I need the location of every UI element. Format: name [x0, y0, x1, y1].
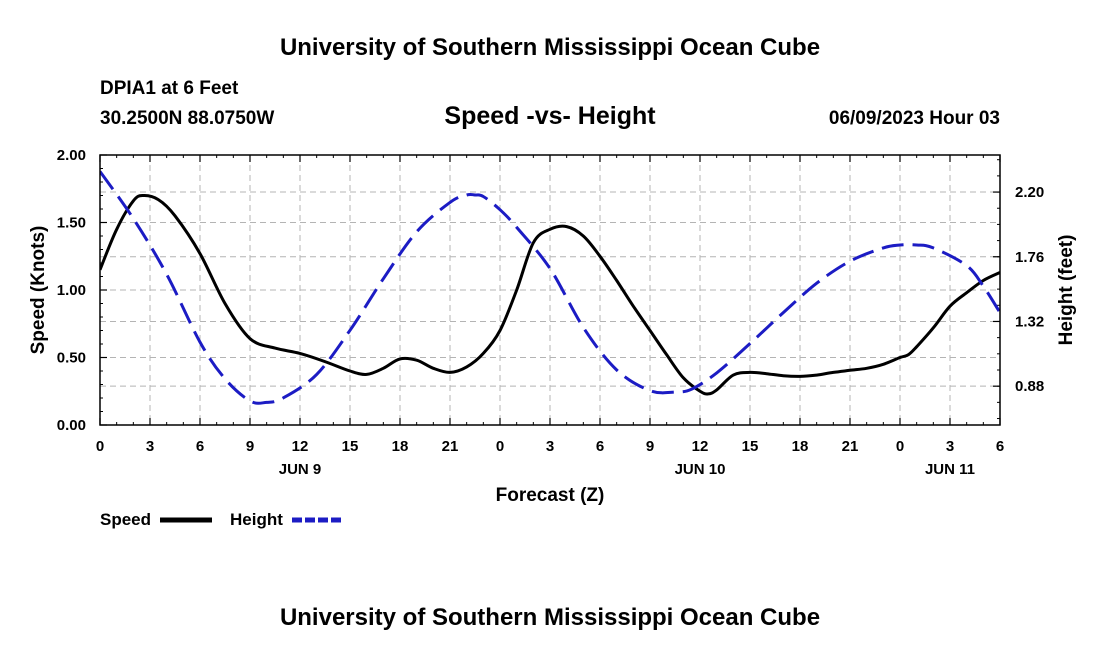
chart-subtitle: Speed -vs- Height — [444, 102, 656, 130]
x-tick-label: 0 — [96, 438, 104, 455]
y2-tick-label: 2.20 — [1015, 184, 1044, 201]
x-tick-label: 18 — [792, 438, 809, 455]
x-tick-label: 0 — [496, 438, 504, 455]
legend: Speed Height — [100, 510, 342, 529]
x-tick-label: 3 — [146, 438, 154, 455]
x-tick-label: 0 — [896, 438, 904, 455]
y2-tick-label: 0.88 — [1015, 378, 1044, 395]
series-layer — [100, 170, 1000, 405]
y-tick-label: 1.50 — [57, 215, 86, 232]
coordinates-label: 30.2500N 88.0750W — [100, 108, 274, 129]
speed-series-line — [100, 193, 1000, 396]
y2-axis-title: Height (feet) — [1056, 235, 1077, 346]
x-tick-label: 9 — [246, 438, 254, 455]
x-tick-label: 21 — [442, 438, 459, 455]
x-axis-title: Forecast (Z) — [496, 485, 605, 506]
x-tick-label: 15 — [742, 438, 759, 455]
y-tick-label: 0.50 — [57, 350, 86, 367]
footer-title: University of Southern Mississippi Ocean… — [280, 604, 820, 631]
page-title: University of Southern Mississippi Ocean… — [280, 34, 820, 61]
y-tick-label: 2.00 — [57, 147, 86, 164]
legend-speed-label: Speed — [100, 510, 151, 529]
legend-height-label: Height — [230, 510, 283, 529]
x-tick-label: 6 — [596, 438, 604, 455]
height-series-line — [100, 170, 1000, 405]
day-label: JUN 9 — [279, 461, 322, 478]
x-tick-label: 18 — [392, 438, 409, 455]
x-tick-label: 21 — [842, 438, 859, 455]
x-tick-label: 6 — [196, 438, 204, 455]
day-label: JUN 11 — [925, 461, 975, 478]
y2-tick-label: 1.32 — [1015, 313, 1044, 330]
x-tick-label: 9 — [646, 438, 654, 455]
y2-tick-label: 1.76 — [1015, 249, 1044, 266]
plot-frame — [99, 154, 1001, 426]
x-tick-label: 15 — [342, 438, 359, 455]
y-tick-label: 0.00 — [57, 417, 86, 434]
x-tick-label: 6 — [996, 438, 1004, 455]
station-label: DPIA1 at 6 Feet — [100, 78, 239, 99]
grid — [100, 155, 1000, 425]
day-label: JUN 10 — [675, 461, 726, 478]
axis-ticks: 0 3 6 9 12 15 18 21 0 3 6 9 12 15 18 21 0 3 6 JUN 9 JUN 10 JU… — [57, 147, 1044, 478]
date-label: 06/09/2023 Hour 03 — [829, 108, 1000, 129]
x-tick-label: 12 — [692, 438, 709, 455]
y-tick-label: 1.00 — [57, 282, 86, 299]
x-tick-label: 3 — [946, 438, 954, 455]
y-axis-title: Speed (Knots) — [28, 226, 49, 355]
x-tick-label: 12 — [292, 438, 309, 455]
x-tick-label: 3 — [546, 438, 554, 455]
